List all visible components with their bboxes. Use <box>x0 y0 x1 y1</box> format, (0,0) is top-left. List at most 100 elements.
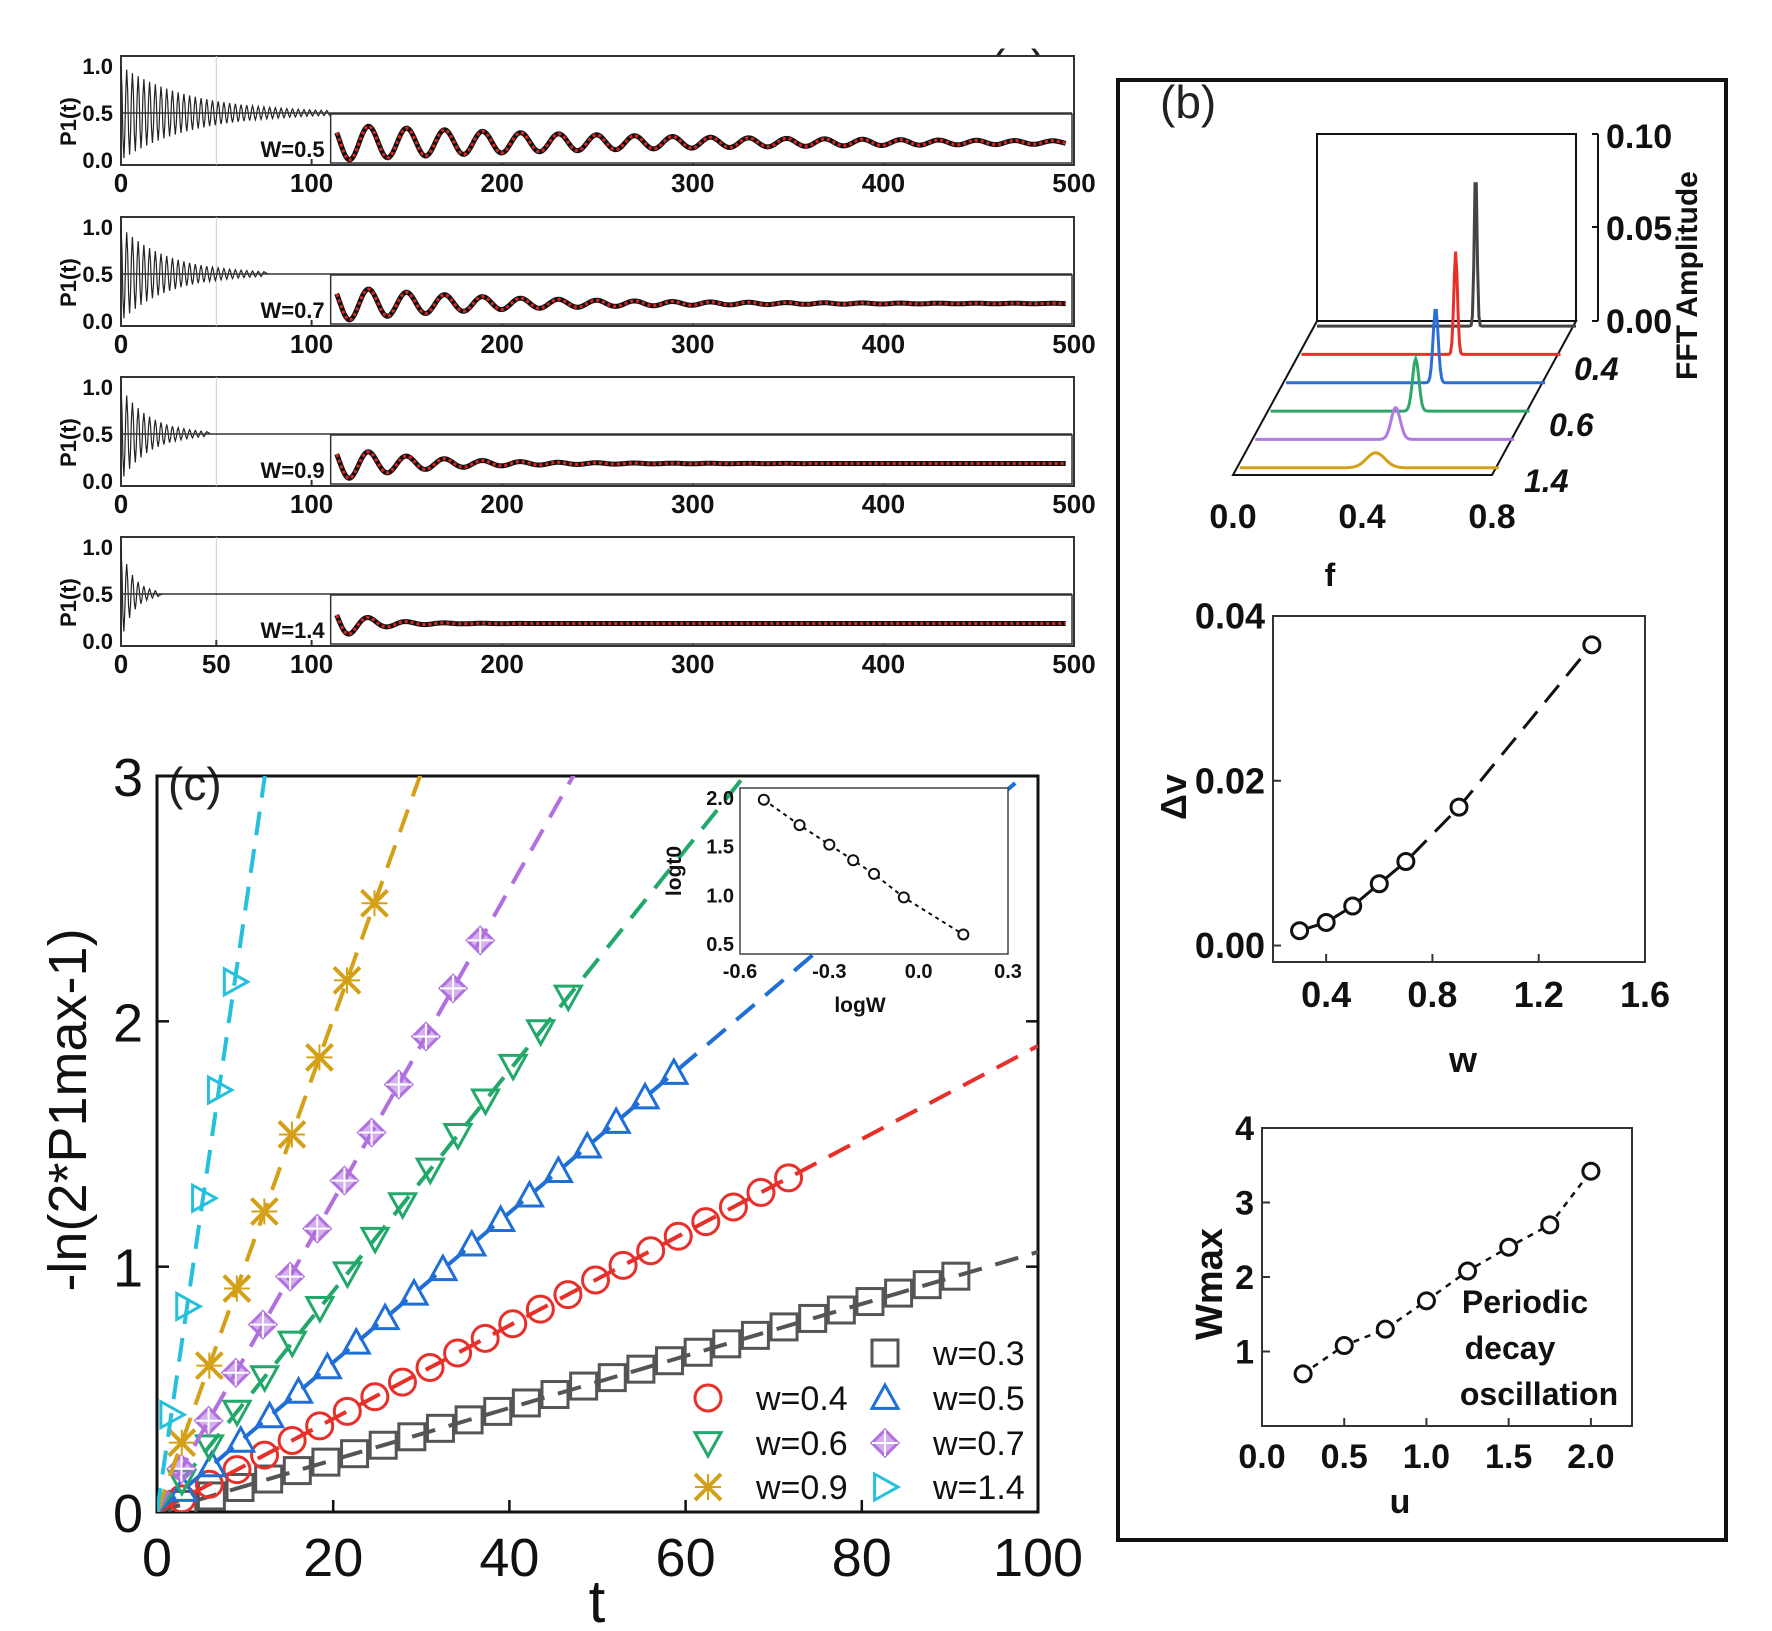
marker-triangle-right <box>175 1290 204 1322</box>
fft-series-W=1.4 <box>1239 451 1499 470</box>
fft-depth-tick-1: 0.6 <box>1549 407 1594 443</box>
p1-ytick: 1.0 <box>82 535 113 560</box>
marker-diamond-plus <box>302 1213 333 1244</box>
marker-triangle-down <box>552 984 584 1013</box>
p1-xtick: 300 <box>671 168 714 198</box>
marker-triangle-up <box>340 1326 372 1355</box>
fft-ztick-1: 0.05 <box>1606 210 1672 248</box>
wmax-annotation: oscillation <box>1460 1376 1618 1412</box>
p1-xtick: 0 <box>114 649 128 679</box>
c-legend-label: w=0.5 <box>932 1380 1025 1418</box>
marker-triangle-up <box>254 1400 286 1429</box>
p1-ytick: 0.0 <box>82 629 113 654</box>
c-inset-xtick: -0.3 <box>812 961 846 983</box>
marker-x-star <box>360 888 389 918</box>
marker-triangle-up <box>571 1130 603 1159</box>
marker-diamond-plus <box>410 1021 442 1052</box>
p1-row-3: 1.0 0.5 0.0P1(t) 0 50 100 200 300 400 500 W=1.4 <box>56 535 1096 679</box>
marker-x-star <box>167 1428 197 1458</box>
p1-xtick: 200 <box>481 329 524 359</box>
fft-xlabel: f <box>1325 557 1336 593</box>
marker-circle <box>305 1411 335 1441</box>
p1-xtick: 500 <box>1052 168 1095 198</box>
p1-row-1: 1.0 0.5 0.0P1(t) 0 100 200 300 400 500 W=0.7 <box>56 215 1096 359</box>
marker-triangle-right <box>159 1399 188 1431</box>
fft-zlabel: FFT Amplitude <box>1671 171 1704 380</box>
marker-x-star <box>305 1042 334 1072</box>
marker-triangle-up <box>282 1375 315 1404</box>
fft-waterfall: 0.10 0.05 0.00 FFT Amplitude 0.4 0.6 1.4… <box>1209 118 1704 593</box>
p1-row-label: W=0.5 <box>260 137 324 162</box>
fft-xtick-0: 0.0 <box>1209 498 1256 536</box>
marker-circle <box>415 1353 445 1383</box>
c-inset-point <box>957 928 970 941</box>
dv-ytick: 0.00 <box>1195 925 1265 966</box>
marker-triangle-up <box>869 1381 901 1410</box>
wmax-point <box>1334 1336 1354 1356</box>
marker-triangle-up <box>225 1424 257 1453</box>
c-fit-w=0.9 <box>157 776 423 1512</box>
c-ytick: 3 <box>113 748 143 808</box>
marker-diamond-plus <box>247 1309 279 1340</box>
marker-diamond-plus <box>383 1069 414 1100</box>
c-legend-label: w=0.9 <box>755 1469 848 1507</box>
dv-ylabel: Δv <box>1153 774 1194 820</box>
marker-triangle-up <box>658 1056 690 1085</box>
wmax-point <box>1581 1161 1601 1181</box>
marker-triangle-up <box>167 1473 199 1502</box>
marker-triangle-down <box>359 1226 391 1255</box>
marker-square <box>425 1413 455 1443</box>
marker-square <box>597 1363 627 1393</box>
wmax-ytick: 3 <box>1235 1184 1254 1222</box>
p1-decay-series <box>120 65 335 159</box>
p1-ylabel: P1(t) <box>56 578 81 627</box>
p1-inset-fit <box>335 450 1066 480</box>
c-ylabel: -ln(2*P1max-1) <box>38 928 98 1291</box>
p1-xtick: 300 <box>671 649 714 679</box>
dv-point <box>1343 896 1363 916</box>
p1-decay-series <box>120 386 211 477</box>
marker-circle <box>663 1221 693 1251</box>
panel-c-label: (c) <box>168 758 222 810</box>
p1-inset-fit <box>335 124 1067 162</box>
c-inset-point <box>847 854 860 867</box>
c-inset-point <box>868 867 880 880</box>
wmax-point <box>1416 1291 1436 1311</box>
p1-xtick: 0 <box>114 168 128 198</box>
marker-circle <box>746 1177 776 1207</box>
marker-circle <box>718 1192 748 1222</box>
marker-triangle-down <box>692 1431 724 1460</box>
p1-xtick: 0 <box>114 329 128 359</box>
marker-square <box>912 1270 942 1300</box>
marker-square <box>941 1261 971 1291</box>
marker-diamond-plus <box>437 973 469 1004</box>
p1-ytick: 1.0 <box>82 375 113 400</box>
dv-xtick: 1.6 <box>1620 974 1670 1015</box>
dv-point <box>1582 635 1602 655</box>
p1-xtick: 400 <box>862 168 905 198</box>
p1-ytick: 0.5 <box>82 582 113 607</box>
dv-point <box>1396 851 1416 871</box>
dv-point <box>1449 797 1469 817</box>
marker-triangle-down <box>387 1192 419 1221</box>
marker-triangle-down <box>442 1123 474 1152</box>
p1-xtick: 400 <box>862 489 905 519</box>
wmax-ylabel: Wmax <box>1189 1228 1231 1340</box>
wmax-xlabel: u <box>1390 1483 1411 1521</box>
c-xtick: 60 <box>656 1528 716 1588</box>
dv-point <box>1369 874 1389 894</box>
p1-xtick: 200 <box>481 489 524 519</box>
c-legend: w=0.3 w=0.4 w=0.5 w=0.6 w=0.7 w=0.9 w=1.4 <box>692 1335 1025 1507</box>
panel-b-frame <box>1116 78 1728 1542</box>
wmax-point <box>1458 1261 1478 1281</box>
marker-square <box>225 1472 255 1502</box>
dv-ytick: 0.04 <box>1195 596 1265 637</box>
marker-square <box>870 1338 900 1368</box>
marker-circle <box>387 1367 417 1397</box>
marker-triangle-down <box>525 1019 557 1048</box>
marker-triangle-right <box>873 1471 902 1503</box>
marker-diamond-plus <box>274 1261 306 1292</box>
marker-x-star <box>249 1197 279 1226</box>
c-fit-w=0.6 <box>157 776 747 1512</box>
